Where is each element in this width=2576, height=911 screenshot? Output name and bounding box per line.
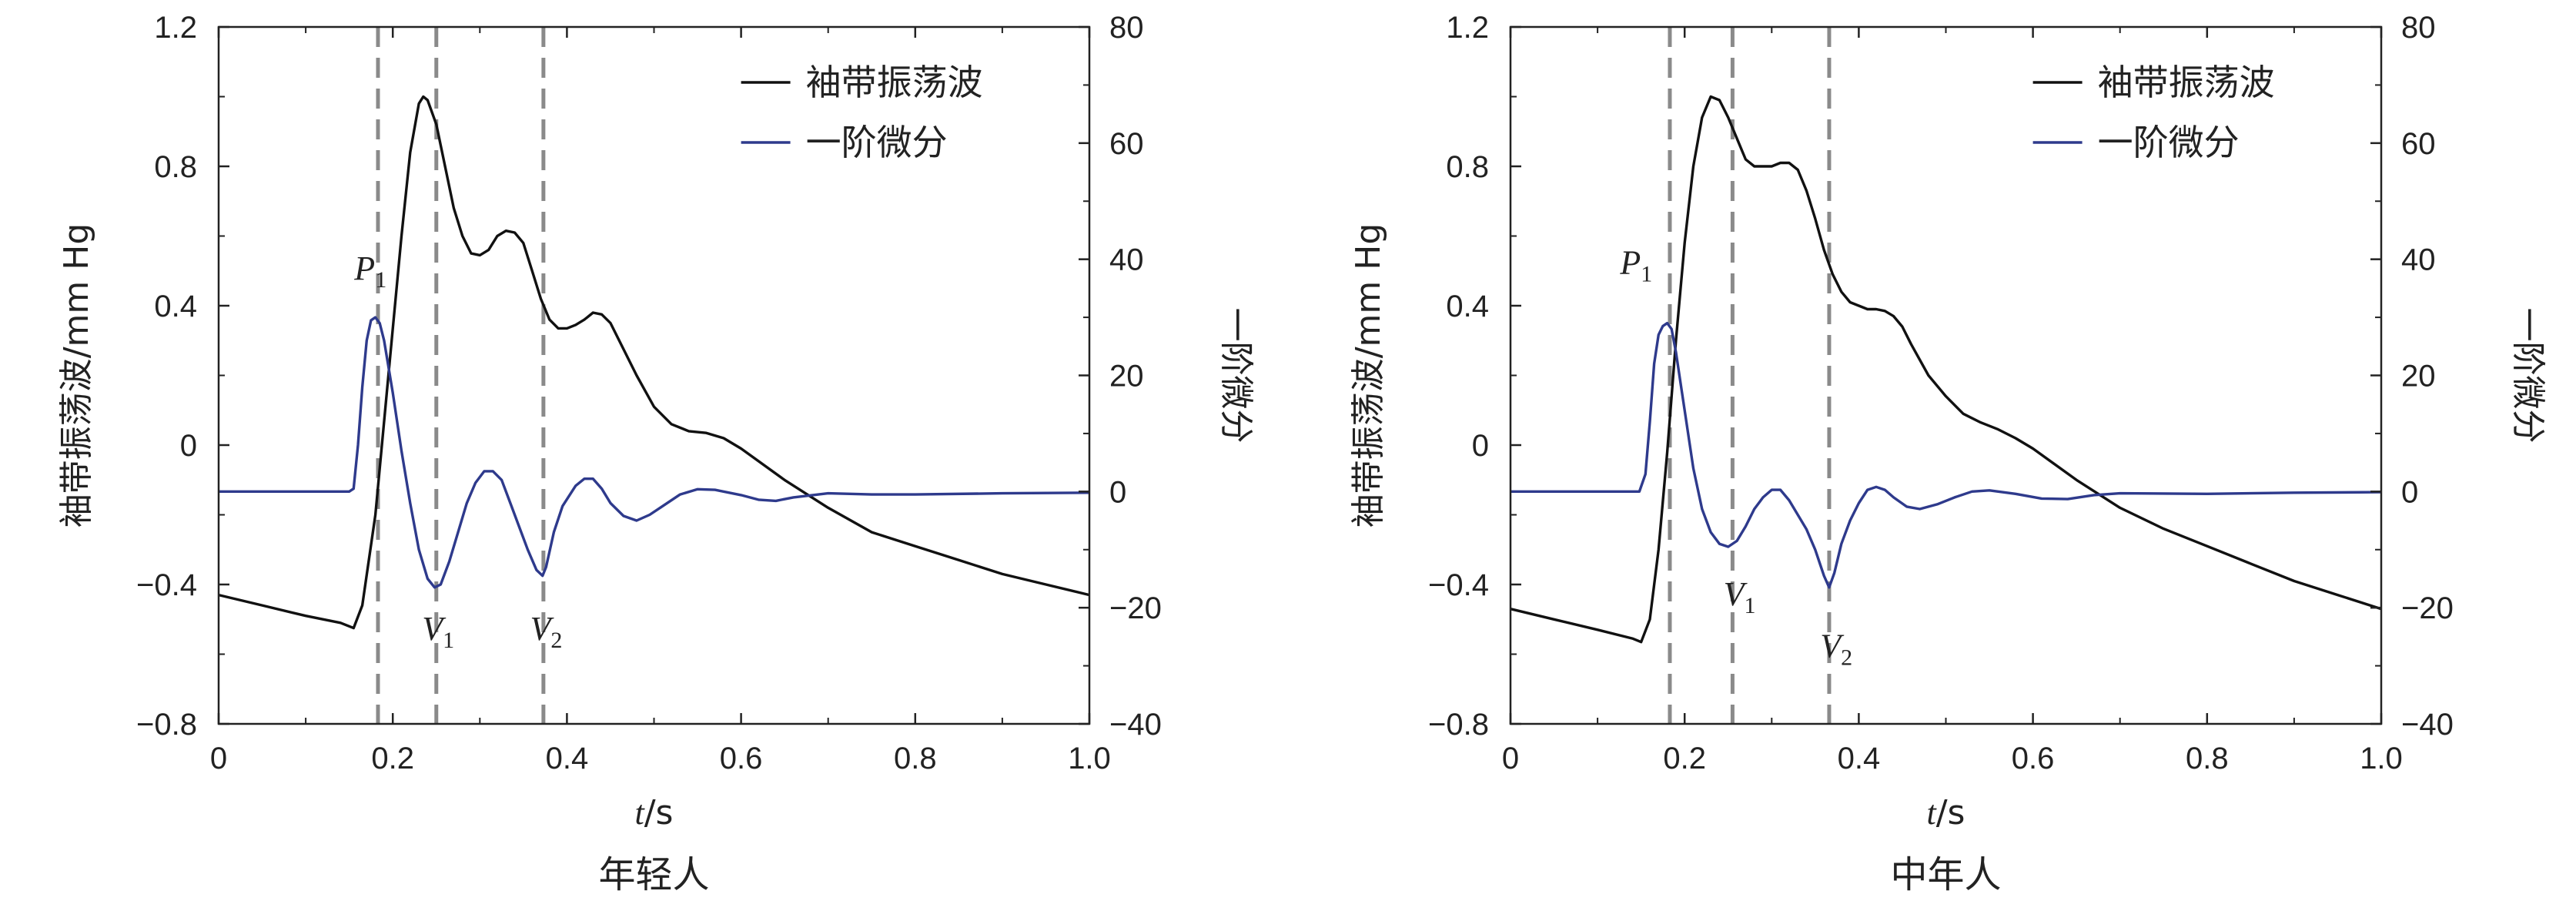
point-marker-label: V2 — [1820, 628, 1852, 671]
y-tick-label: 0.4 — [1446, 290, 1489, 323]
legend-label-0: 袖带振荡波 — [806, 62, 983, 103]
y2-tick-label: −40 — [2401, 708, 2454, 742]
marker-subscript: 1 — [443, 628, 454, 653]
y2-tick-label: 60 — [1109, 127, 1144, 161]
y-axis-label: 袖带振荡波/mm Hg — [57, 223, 96, 528]
x-tick-label: 0 — [210, 742, 227, 775]
y-tick-label: 0.4 — [154, 290, 197, 323]
legend-label-1: 一阶微分 — [806, 122, 948, 163]
x-axis-var: t — [635, 794, 646, 832]
x-tick-label: 0.2 — [1663, 742, 1706, 775]
y-tick-label: 0.8 — [154, 150, 197, 184]
marker-subscript: 1 — [375, 267, 386, 293]
y-tick-label: 0 — [1472, 429, 1489, 463]
x-tick-label: 0.6 — [2012, 742, 2055, 775]
y2-axis-label: 一阶微分 — [2508, 308, 2548, 444]
marker-subscript: 1 — [1641, 261, 1652, 286]
x-tick-label: 0.2 — [371, 742, 414, 775]
y2-tick-label: −20 — [2401, 591, 2454, 625]
y2-tick-label: 20 — [1109, 360, 1144, 394]
x-tick-label: 1.0 — [2360, 742, 2403, 775]
legend-label-0: 袖带振荡波 — [2098, 62, 2275, 103]
marker-letter: V — [1724, 575, 1748, 613]
series-line-0 — [1510, 95, 2382, 644]
x-axis-var: t — [1927, 794, 1938, 832]
point-marker-label: P1 — [353, 250, 386, 293]
chart-young: 0 0.2 0.4 0.6 0.8 1.0 −0.8 −0.4 0 0.4 0.8 1.2 −40 −20… — [57, 11, 1256, 896]
y2-axis-label: 一阶微分 — [1216, 308, 1256, 444]
marker-letter: P — [353, 250, 375, 287]
marker-letter: V — [1820, 628, 1845, 665]
point-marker-label: P1 — [1619, 243, 1652, 286]
y-tick-label: 0.8 — [1446, 150, 1489, 184]
y2-tick-label: 40 — [2401, 243, 2436, 277]
chart-caption: 年轻人 — [598, 853, 709, 896]
legend-label-1: 一阶微分 — [2098, 122, 2240, 163]
y-axis-label: 袖带振荡波/mm Hg — [1349, 223, 1388, 528]
y2-tick-label: 80 — [2401, 11, 2436, 45]
y2-tick-label: −40 — [1109, 708, 1162, 742]
series-line-0 — [218, 95, 1090, 630]
marker-letter: P — [1619, 243, 1641, 281]
y-tick-label: 1.2 — [1446, 11, 1489, 45]
x-axis-label: t/s — [635, 793, 674, 832]
y-tick-label: −0.8 — [1428, 708, 1489, 742]
chart-caption: 中年人 — [1890, 853, 2001, 896]
y-tick-label: 1.2 — [154, 11, 197, 45]
x-tick-label: 0.8 — [894, 742, 937, 775]
x-tick-label: 0.6 — [720, 742, 763, 775]
chart-middle-aged: 0 0.2 0.4 0.6 0.8 1.0 −0.8 −0.4 0 0.4 0.8 1.2 −40 −20… — [1349, 11, 2548, 896]
y2-tick-label: 60 — [2401, 127, 2436, 161]
x-axis-unit: /s — [644, 793, 674, 832]
series-line-1 — [219, 316, 1090, 589]
point-marker-label: V2 — [530, 610, 562, 653]
y2-tick-label: 0 — [2401, 475, 2418, 509]
series-line-1 — [1510, 321, 2382, 589]
x-axis-unit: /s — [1936, 793, 1965, 832]
y2-tick-label: 80 — [1109, 11, 1144, 45]
marker-subscript: 2 — [1841, 645, 1852, 671]
x-tick-label: 0 — [1502, 742, 1519, 775]
marker-subscript: 2 — [550, 628, 562, 653]
x-tick-label: 0.8 — [2186, 742, 2229, 775]
y-tick-label: −0.4 — [1428, 568, 1489, 602]
point-marker-label: V1 — [1724, 575, 1756, 618]
y2-tick-label: −20 — [1109, 591, 1162, 625]
x-tick-label: 0.4 — [1838, 742, 1881, 775]
y2-tick-label: 20 — [2401, 360, 2436, 394]
y-tick-label: −0.4 — [136, 568, 197, 602]
y-tick-label: 0 — [180, 429, 197, 463]
y2-tick-label: 40 — [1109, 243, 1144, 277]
y-tick-label: −0.8 — [136, 708, 197, 742]
x-tick-label: 1.0 — [1068, 742, 1111, 775]
x-tick-label: 0.4 — [546, 742, 589, 775]
plot-frame — [217, 25, 1091, 725]
plot-frame — [1509, 25, 2383, 725]
y2-tick-label: 0 — [1109, 475, 1126, 509]
marker-letter: V — [422, 610, 447, 648]
marker-subscript: 1 — [1745, 593, 1756, 618]
point-marker-label: V1 — [422, 610, 454, 653]
marker-letter: V — [530, 610, 554, 648]
x-axis-label: t/s — [1927, 793, 1965, 832]
